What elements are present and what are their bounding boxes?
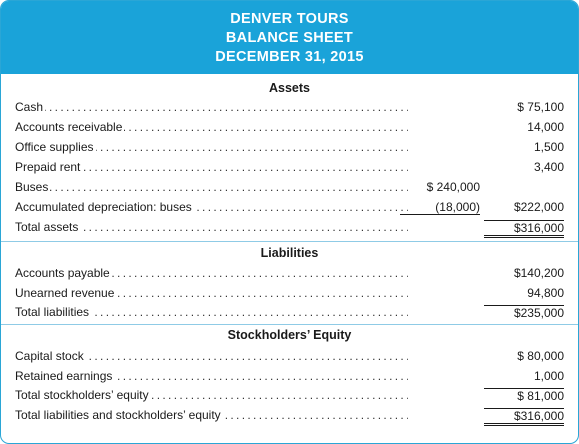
section-heading-equity: Stockholders’ Equity <box>227 328 352 342</box>
row-amount-col1: (18,000) <box>400 200 480 215</box>
table-row: Total stockholders’ equity $ 81,000 <box>1 386 578 404</box>
row-label: Total assets <box>15 220 408 234</box>
table-row: Accounts payable $140,200 <box>1 264 578 282</box>
row-label: Cash <box>15 100 408 114</box>
row-label: Accounts payable <box>15 266 408 280</box>
row-label: Prepaid rent <box>15 160 408 174</box>
row-label: Total liabilities <box>15 305 408 319</box>
section-divider <box>1 241 578 242</box>
table-row: Cash $ 75,100 <box>1 98 578 116</box>
table-row: Accumulated depreciation: buses (18,000)… <box>1 198 578 216</box>
row-amount-col2: 1,500 <box>533 140 564 154</box>
row-amount-col2: 3,400 <box>533 160 564 174</box>
row-amount-col2: $ 80,000 <box>517 349 564 363</box>
row-label: Retained earnings <box>15 369 408 383</box>
section-heading-liabilities: Liabilities <box>260 246 319 260</box>
row-label: Unearned revenue <box>15 286 408 300</box>
statement-date: DECEMBER 31, 2015 <box>215 49 364 65</box>
company-name: DENVER TOURS <box>230 11 349 27</box>
row-amount-col2: $140,200 <box>513 266 564 280</box>
row-amount-col2: 14,000 <box>527 120 564 134</box>
row-amount-col2: $222,000 <box>513 200 564 214</box>
table-row: Buses $ 240,000 <box>1 178 578 196</box>
table-row: Office supplies 1,500 <box>1 138 578 156</box>
row-label: Capital stock <box>15 349 408 363</box>
table-row: Prepaid rent 3,400 <box>1 158 578 176</box>
row-label: Buses <box>15 180 408 194</box>
section-divider <box>1 324 578 325</box>
table-row: Retained earnings 1,000 <box>1 367 578 385</box>
row-amount-col2: $ 81,000 <box>484 388 564 403</box>
row-label: Accounts receivable <box>15 120 408 134</box>
row-label: Accumulated depreciation: buses <box>15 200 408 214</box>
statement-title: BALANCE SHEET <box>225 30 354 46</box>
row-label: Office supplies <box>15 140 408 154</box>
table-row: Capital stock $ 80,000 <box>1 347 578 365</box>
section-heading-assets: Assets <box>269 81 310 95</box>
row-label: Total liabilities and stockholders’ equi… <box>15 408 408 422</box>
row-amount-col1: $ 240,000 <box>426 180 480 194</box>
statement-header: DENVER TOURS BALANCE SHEET DECEMBER 31, … <box>1 1 578 74</box>
table-row: Total liabilities and stockholders’ equi… <box>1 406 578 426</box>
row-amount-col2: $235,000 <box>484 305 564 320</box>
row-amount-col2: 1,000 <box>533 369 564 383</box>
table-row: Total assets $316,000 <box>1 218 578 238</box>
table-row: Accounts receivable 14,000 <box>1 118 578 136</box>
row-amount-col2: $ 75,100 <box>517 100 564 114</box>
table-row: Unearned revenue 94,800 <box>1 284 578 302</box>
table-row: Total liabilities $235,000 <box>1 303 578 321</box>
row-label: Total stockholders’ equity <box>15 388 408 402</box>
row-amount-col2: $316,000 <box>484 220 564 238</box>
row-amount-col2: 94,800 <box>527 286 564 300</box>
row-amount-col2: $316,000 <box>484 408 564 426</box>
